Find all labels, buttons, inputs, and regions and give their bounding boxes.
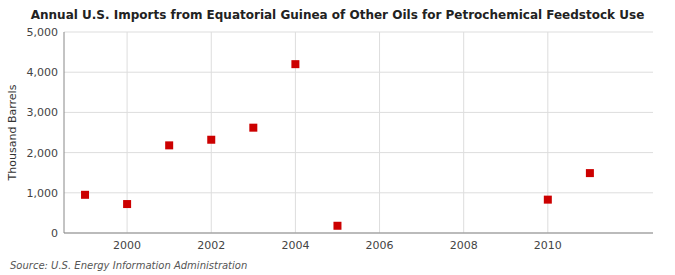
chart: Annual U.S. Imports from Equatorial Guin… <box>0 0 675 275</box>
point <box>333 222 341 230</box>
y-axis-label: Thousand Barrels <box>6 84 19 181</box>
axes: 0 1,000 2,000 3,000 4,000 5,000 2000 2002 2004 20… <box>27 26 654 252</box>
y-tick-label: 3,000 <box>27 106 59 119</box>
point <box>81 191 89 199</box>
y-grid-line <box>64 152 653 153</box>
x-tick-label: 2006 <box>366 239 394 252</box>
y-grid-line <box>64 112 653 113</box>
y-grid-line <box>64 72 653 73</box>
point <box>586 169 594 177</box>
point <box>544 196 552 204</box>
points <box>81 60 594 230</box>
point <box>249 124 257 132</box>
x-tick-label: 2008 <box>450 239 478 252</box>
y-grid-line <box>64 32 653 33</box>
point <box>291 60 299 68</box>
y-tick-label: 1,000 <box>27 187 59 200</box>
y-tick-label: 5,000 <box>27 26 59 39</box>
point <box>165 141 173 149</box>
x-grid-line <box>379 32 380 233</box>
x-axis-line <box>64 233 653 234</box>
x-grid-line <box>463 32 464 233</box>
x-tick-label: 2010 <box>534 239 562 252</box>
x-tick-label: 2002 <box>197 239 225 252</box>
y-axis-line <box>64 32 65 233</box>
y-grid-line <box>64 233 653 234</box>
title: Annual U.S. Imports from Equatorial Guin… <box>31 8 645 22</box>
point <box>123 200 131 208</box>
point <box>207 136 215 144</box>
source: Source: U.S. Energy Information Administ… <box>10 260 247 271</box>
x-tick-label: 2004 <box>281 239 309 252</box>
y-tick-label: 2,000 <box>27 147 59 160</box>
y-tick-label: 4,000 <box>27 66 59 79</box>
grid <box>64 32 653 233</box>
x-grid-line <box>211 32 212 233</box>
y-grid-line <box>64 192 653 193</box>
x-tick-label: 2000 <box>113 239 141 252</box>
y-tick-label: 0 <box>51 227 58 240</box>
